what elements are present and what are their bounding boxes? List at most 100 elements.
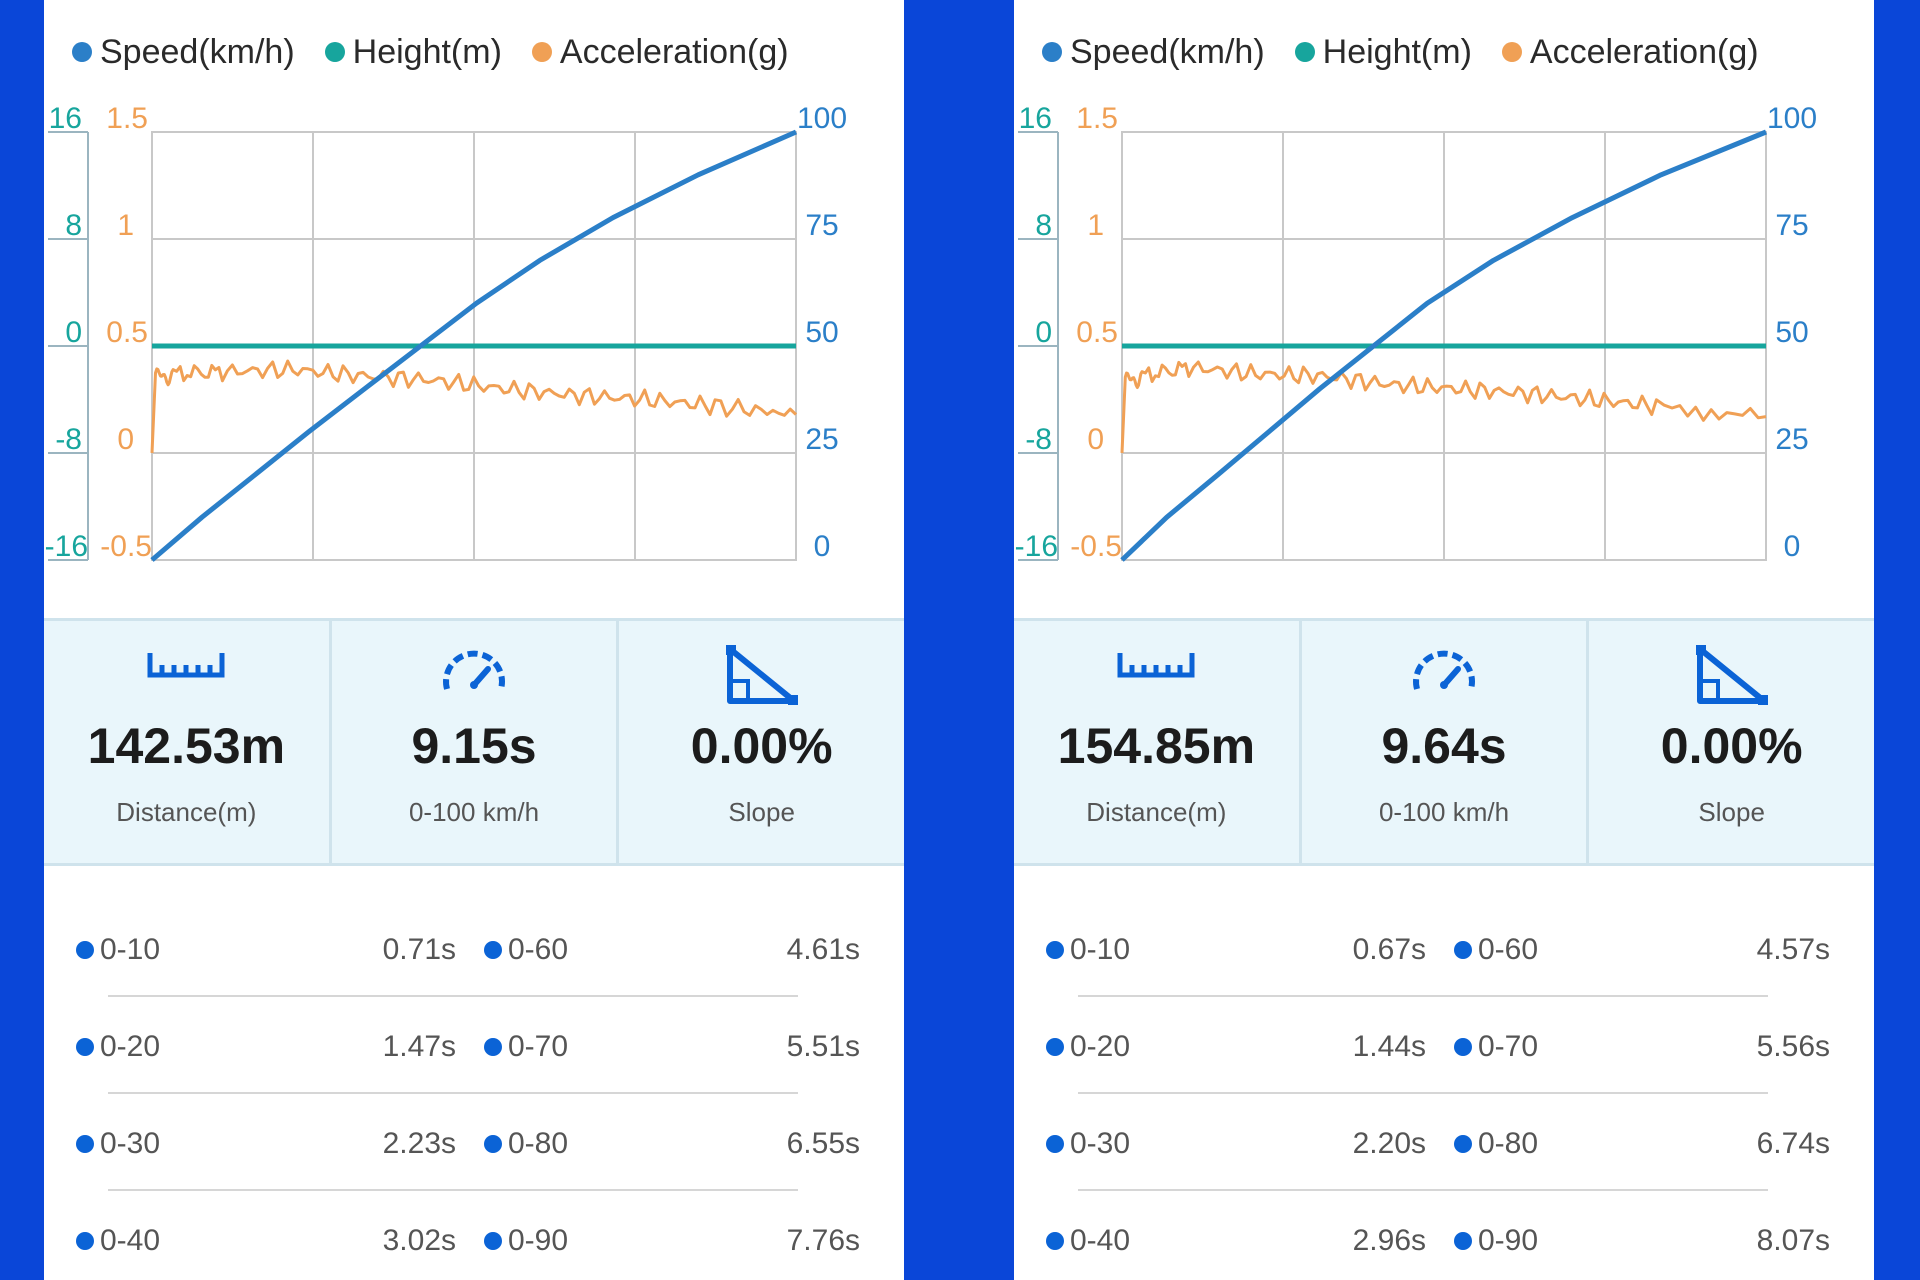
- row-divider: [108, 995, 798, 997]
- legend-height[interactable]: Height(m): [1294, 32, 1472, 72]
- height-tick-label: -8: [1025, 423, 1052, 456]
- split-time: 8.07s: [1756, 1224, 1830, 1257]
- split-row: 0-40 3.02s 0-90 7.76s: [44, 1191, 904, 1280]
- slope-icon: [725, 645, 798, 705]
- time-value: 9.15s: [411, 718, 537, 774]
- split-time: 5.56s: [1756, 1030, 1830, 1063]
- split-row: 0-10 0.71s 0-60 4.61s: [44, 900, 904, 997]
- bullet-dot-icon: [484, 1232, 502, 1250]
- split-label: 0-90: [1454, 1221, 1538, 1261]
- time-label: 0-100 km/h: [408, 797, 540, 827]
- height-tick-label: 0: [65, 316, 82, 349]
- distance-value: 142.53m: [87, 718, 286, 774]
- speedometer-icon: [443, 650, 505, 690]
- distance-label: Distance(m): [116, 797, 257, 827]
- legend-speed-label: Speed(km/h): [100, 32, 295, 71]
- slope-stat: 0.00% Slope: [1589, 621, 1874, 863]
- split-time: 1.44s: [1352, 1030, 1426, 1063]
- speed-series-line: [1120, 129, 1767, 562]
- split-time: 2.96s: [1352, 1224, 1426, 1257]
- acceleration-tick-label: 1.5: [106, 102, 148, 135]
- bullet-dot-icon: [484, 1038, 502, 1056]
- acceleration-chart: 16 8 0 -8 -16 1.5 1 0.5 0 -0.5 100 75 50…: [1015, 102, 1817, 563]
- split-label: 0-90: [484, 1221, 568, 1261]
- legend-height-label: Height(m): [1322, 32, 1472, 71]
- split-label: 0-10: [76, 930, 160, 970]
- legend-speed[interactable]: Speed(km/h): [72, 33, 295, 72]
- split-label: 0-20: [1046, 1027, 1130, 1067]
- speed-series-line: [150, 129, 798, 562]
- split-time: 3.02s: [382, 1224, 456, 1257]
- chart-legend: Speed(km/h) Height(m) Acceleration(g): [1042, 30, 1854, 74]
- split-label: 0-80: [484, 1124, 568, 1164]
- speed-tick-label: 50: [1775, 316, 1808, 349]
- left-axis-lines: [48, 131, 89, 561]
- split-row: 0-40 2.96s 0-90 8.07s: [1014, 1191, 1874, 1280]
- split-time: 4.61s: [786, 933, 860, 966]
- row-divider: [1078, 1189, 1768, 1191]
- bullet-dot-icon: [1046, 1232, 1064, 1250]
- ruler-icon: [147, 653, 225, 678]
- row-divider: [108, 1092, 798, 1094]
- acceleration-chart: 16 8 0 -8 -16 1.5 1 0.5 0 -0.5 100 75 50…: [45, 102, 847, 563]
- height-legend-dot-icon: [324, 42, 345, 62]
- split-time: 2.23s: [382, 1127, 456, 1160]
- speed-tick-label: 100: [1767, 102, 1817, 135]
- split-label: 0-70: [484, 1027, 568, 1067]
- split-row: 0-30 2.23s 0-80 6.55s: [44, 1094, 904, 1191]
- split-label: 0-10: [1046, 930, 1130, 970]
- legend-speed[interactable]: Speed(km/h): [1042, 33, 1265, 72]
- summary-stats: 154.85m Distance(m) 9.64s 0-100 km/h 0.0…: [1014, 618, 1874, 866]
- split-row: 0-20 1.47s 0-70 5.51s: [44, 997, 904, 1094]
- bullet-dot-icon: [1454, 1038, 1472, 1056]
- plot-area: [150, 129, 798, 562]
- slope-stat: 0.00% Slope: [619, 621, 904, 863]
- bullet-dot-icon: [1454, 1135, 1472, 1153]
- legend-acceleration-label: Acceleration(g): [559, 32, 789, 71]
- split-label: 0-40: [1046, 1221, 1130, 1261]
- height-tick-label: 8: [1035, 209, 1052, 242]
- acceleration-tick-label: -0.5: [100, 530, 152, 563]
- bullet-dot-icon: [484, 941, 502, 959]
- height-tick-label: -16: [1015, 530, 1058, 563]
- left-axis-lines: [1018, 131, 1059, 561]
- distance-stat: 142.53m Distance(m): [44, 621, 332, 863]
- legend-acceleration-label: Acceleration(g): [1529, 32, 1759, 71]
- split-label: 0-60: [484, 930, 568, 970]
- speed-tick-label: 25: [805, 423, 838, 456]
- legend-speed-label: Speed(km/h): [1070, 32, 1265, 71]
- bullet-dot-icon: [76, 1038, 94, 1056]
- legend-acceleration[interactable]: Acceleration(g): [531, 32, 789, 72]
- height-tick-label: 0: [1035, 316, 1052, 349]
- acceleration-legend-dot-icon: [1501, 42, 1522, 62]
- time-value: 9.64s: [1381, 718, 1507, 774]
- acceleration-tick-label: 0: [1087, 423, 1104, 456]
- distance-stat: 154.85m Distance(m): [1014, 621, 1302, 863]
- height-legend-dot-icon: [1294, 42, 1315, 62]
- split-label: 0-40: [76, 1221, 160, 1261]
- legend-acceleration[interactable]: Acceleration(g): [1501, 32, 1759, 72]
- summary-stats: 142.53m Distance(m) 9.15s 0-100 km/h 0.0…: [44, 618, 904, 866]
- legend-height-label: Height(m): [352, 32, 502, 71]
- speed-tick-label: 25: [1775, 423, 1808, 456]
- result-panel-left: Speed(km/h) Height(m) Acceleration(g): [44, 0, 904, 1280]
- slope-label: Slope: [728, 797, 795, 827]
- acceleration-series-line: [150, 359, 798, 454]
- acceleration-legend-dot-icon: [531, 42, 552, 62]
- acceleration-series-line: [1120, 360, 1767, 454]
- height-tick-label: -16: [45, 530, 88, 563]
- slope-label: Slope: [1698, 797, 1765, 827]
- speed-tick-label: 100: [797, 102, 847, 135]
- split-time: 0.67s: [1352, 933, 1426, 966]
- distance-label: Distance(m): [1086, 797, 1227, 827]
- speed-tick-label: 0: [1784, 530, 1801, 563]
- split-times: 0-10 0.67s 0-60 4.57s 0-20 1.44s 0-70 5.…: [1014, 900, 1874, 1280]
- speed-tick-label: 50: [805, 316, 838, 349]
- speedometer-icon: [1413, 650, 1475, 690]
- row-divider: [1078, 1092, 1768, 1094]
- legend-height[interactable]: Height(m): [324, 32, 502, 72]
- speed-tick-label: 75: [805, 209, 838, 242]
- row-divider: [108, 1189, 798, 1191]
- speed-legend-dot-icon: [72, 42, 92, 62]
- split-label: 0-60: [1454, 930, 1538, 970]
